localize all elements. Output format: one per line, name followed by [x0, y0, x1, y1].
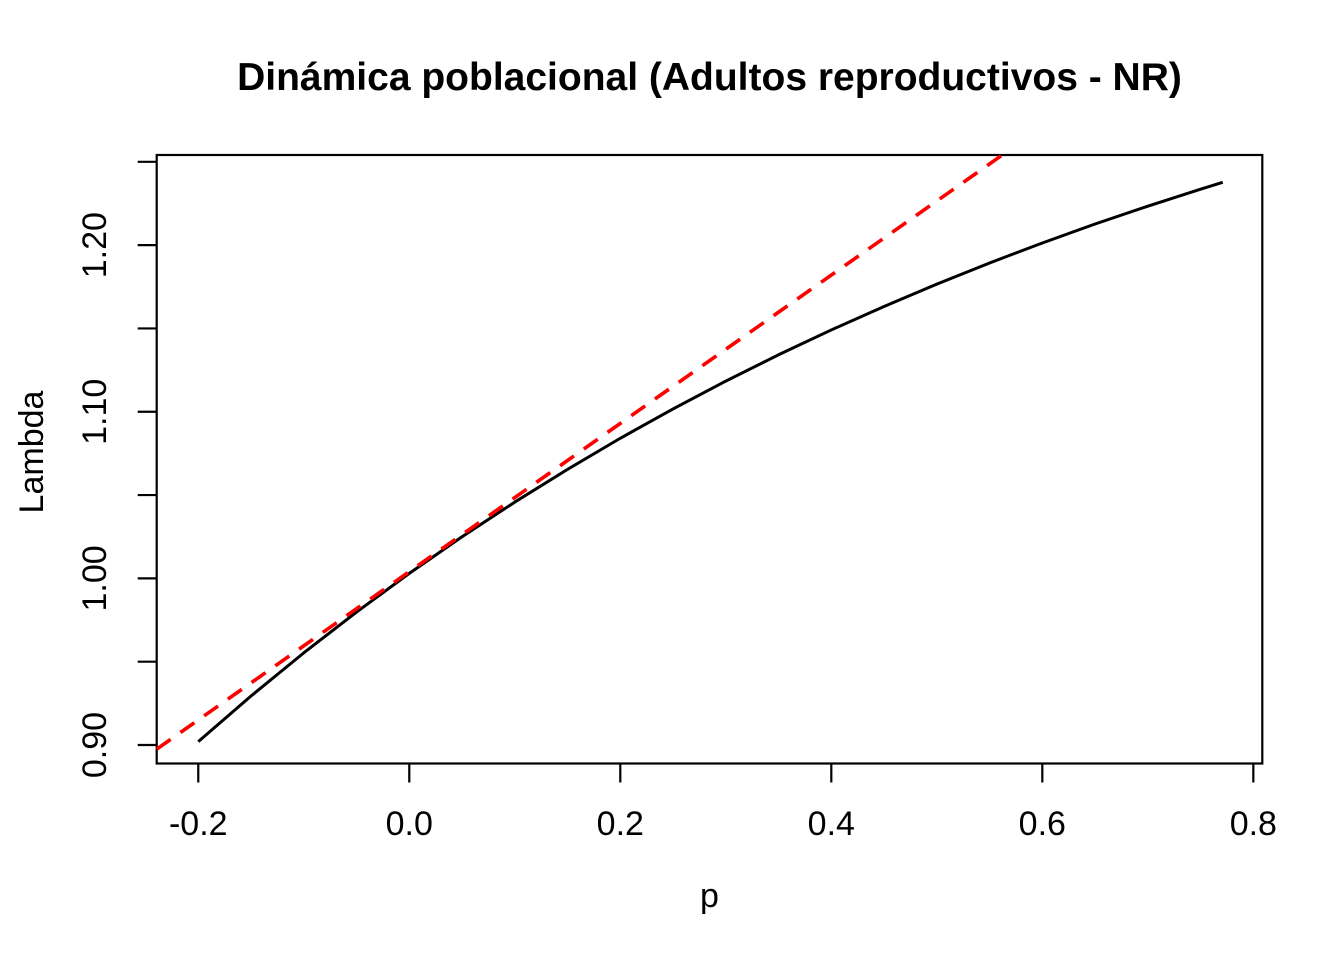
x-tick-label: 0.4 [808, 805, 855, 843]
y-axis: 0.90 1.00 1.10 1.20 [76, 160, 157, 778]
chart-title: Dinámica poblacional (Adultos reproducti… [237, 56, 1182, 99]
x-axis: -0.2 0.0 0.2 0.4 0.6 0.8 [169, 763, 1277, 843]
series-lines [155, 153, 1224, 751]
plot-box-border [155, 153, 1264, 765]
x-tick-label: -0.2 [169, 805, 228, 843]
y-tick-label: 1.20 [76, 212, 114, 278]
x-tick-label: 0.8 [1230, 805, 1277, 843]
x-axis-title: p [700, 877, 719, 915]
y-tick-label: 1.00 [76, 545, 114, 611]
y-axis-title: Lambda [13, 390, 51, 513]
x-tick-label: 0.6 [1019, 805, 1066, 843]
lambda-vs-p-curve [197, 180, 1224, 743]
y-tick-label: 0.90 [76, 712, 114, 778]
plot-box [155, 153, 1264, 765]
y-tick-label: 1.10 [76, 379, 114, 445]
x-tick-label: 0.0 [386, 805, 433, 843]
x-tick-label: 0.2 [597, 805, 644, 843]
